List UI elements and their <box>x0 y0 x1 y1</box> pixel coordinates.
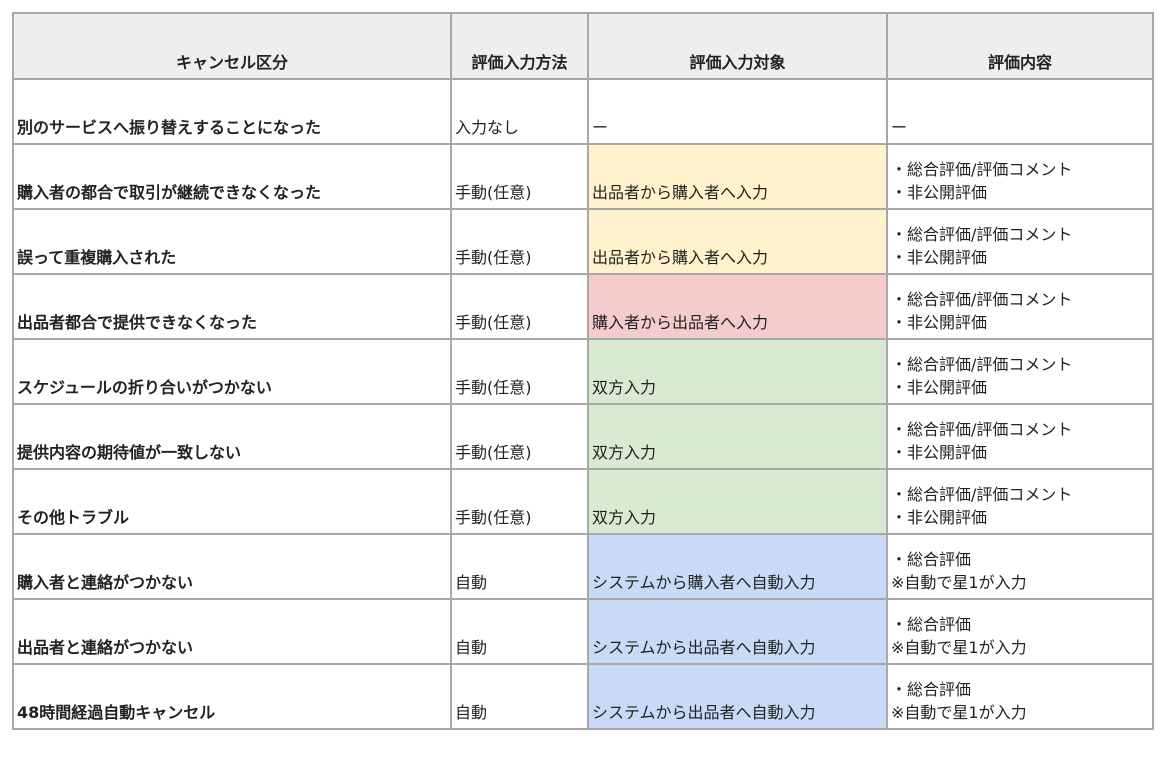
content-line: ・非公開評価 <box>891 183 988 202</box>
cell-category: 提供内容の期待値が一致しない <box>12 403 452 470</box>
cell-method: 手動(任意) <box>450 143 589 210</box>
cell-category: 別のサービスへ振り替えすることになった <box>12 78 452 145</box>
cell-target: 購入者から出品者へ入力 <box>587 273 888 340</box>
cell-method: 手動(任意) <box>450 403 589 470</box>
cell-content: ・総合評価/評価コメント ・非公開評価 <box>886 208 1154 275</box>
cell-method: 手動(任意) <box>450 468 589 535</box>
cell-method: 自動 <box>450 598 589 665</box>
cell-category: その他トラブル <box>12 468 452 535</box>
content-line: ・非公開評価 <box>891 443 988 462</box>
content-line: ・非公開評価 <box>891 508 988 527</box>
cell-category: 誤って重複購入された <box>12 208 452 275</box>
content-line: ・総合評価/評価コメント <box>891 355 1073 374</box>
cancel-evaluation-table: キャンセル区分 評価入力方法 評価入力対象 評価内容 別のサービスへ振り替えする… <box>12 12 1154 730</box>
content-line: ※自動で星1が入力 <box>891 703 1027 722</box>
cell-target: 双方入力 <box>587 403 888 470</box>
cell-content: ・総合評価 ※自動で星1が入力 <box>886 533 1154 600</box>
cell-target: 双方入力 <box>587 468 888 535</box>
cell-category: 出品者都合で提供できなくなった <box>12 273 452 340</box>
table-row: 別のサービスへ振り替えすることになった 入力なしーー <box>12 78 1154 145</box>
table-row: その他トラブル 手動(任意) 双方入力 ・総合評価/評価コメント ・非公開評価 <box>12 468 1154 535</box>
cell-content: ・総合評価 ※自動で星1が入力 <box>886 598 1154 665</box>
cell-content: ・総合評価/評価コメント ・非公開評価 <box>886 403 1154 470</box>
cell-method: 入力なし <box>450 78 589 145</box>
content-line: ※自動で星1が入力 <box>891 573 1027 592</box>
cell-target: システムから購入者へ自動入力 <box>587 533 888 600</box>
cell-method: 手動(任意) <box>450 273 589 340</box>
cell-target: システムから出品者へ自動入力 <box>587 663 888 730</box>
table-row: 出品者と連絡がつかない 自動 システムから出品者へ自動入力 ・総合評価 ※自動で星1が入… <box>12 598 1154 665</box>
header-method: 評価入力方法 <box>450 12 589 80</box>
cell-target: ー <box>587 78 888 145</box>
content-line: ・非公開評価 <box>891 378 988 397</box>
cell-target: 双方入力 <box>587 338 888 405</box>
cell-category: 購入者と連絡がつかない <box>12 533 452 600</box>
cell-target: システムから出品者へ自動入力 <box>587 598 888 665</box>
table-row: 購入者と連絡がつかない 自動 システムから購入者へ自動入力 ・総合評価 ※自動で星1が入… <box>12 533 1154 600</box>
table-row: 購入者の都合で取引が継続できなくなった 手動(任意) 出品者から購入者へ入力 ・総合評… <box>12 143 1154 210</box>
content-line: ー <box>891 118 908 137</box>
cell-content: ・総合評価 ※自動で星1が入力 <box>886 663 1154 730</box>
cell-target: 出品者から購入者へ入力 <box>587 208 888 275</box>
cell-category: 購入者の都合で取引が継続できなくなった <box>12 143 452 210</box>
content-line: ・総合評価 <box>891 550 972 569</box>
table-row: 誤って重複購入された 手動(任意) 出品者から購入者へ入力 ・総合評価/評価コメント・… <box>12 208 1154 275</box>
header-content: 評価内容 <box>886 12 1154 80</box>
table-row: 提供内容の期待値が一致しない 手動(任意) 双方入力 ・総合評価/評価コメント ・非公開… <box>12 403 1154 470</box>
table-row: 48時間経過自動キャンセル 自動 システムから出品者へ自動入力 ・総合評価 ※自動で星1… <box>12 663 1154 730</box>
cell-content: ー <box>886 78 1154 145</box>
cell-category: 出品者と連絡がつかない <box>12 598 452 665</box>
content-line: ・総合評価 <box>891 615 972 634</box>
header-category: キャンセル区分 <box>12 12 452 80</box>
table-row: スケジュールの折り合いがつかない 手動(任意) 双方入力 ・総合評価/評価コメント ・非… <box>12 338 1154 405</box>
content-line: ・総合評価/評価コメント <box>891 160 1073 179</box>
cell-category: 48時間経過自動キャンセル <box>12 663 452 730</box>
cell-method: 自動 <box>450 533 589 600</box>
content-line: ・非公開評価 <box>891 313 988 332</box>
cell-method: 手動(任意) <box>450 338 589 405</box>
content-line: ・総合評価/評価コメント <box>891 225 1073 244</box>
cell-method: 手動(任意) <box>450 208 589 275</box>
cell-target: 出品者から購入者へ入力 <box>587 143 888 210</box>
cell-content: ・総合評価/評価コメント ・非公開評価 <box>886 273 1154 340</box>
content-line: ※自動で星1が入力 <box>891 638 1027 657</box>
cell-content: ・総合評価/評価コメント ・非公開評価 <box>886 338 1154 405</box>
cell-method: 自動 <box>450 663 589 730</box>
content-line: ・非公開評価 <box>891 248 988 267</box>
content-line: ・総合評価/評価コメント <box>891 420 1073 439</box>
content-line: ・総合評価/評価コメント <box>891 485 1073 504</box>
cell-category: スケジュールの折り合いがつかない <box>12 338 452 405</box>
cell-content: ・総合評価/評価コメント ・非公開評価 <box>886 468 1154 535</box>
header-row: キャンセル区分 評価入力方法 評価入力対象 評価内容 <box>12 12 1154 80</box>
content-line: ・総合評価 <box>891 680 972 699</box>
table-row: 出品者都合で提供できなくなった 手動(任意) 購入者から出品者へ入力 ・総合評価/評価… <box>12 273 1154 340</box>
content-line: ・総合評価/評価コメント <box>891 290 1073 309</box>
cell-content: ・総合評価/評価コメント ・非公開評価 <box>886 143 1154 210</box>
header-target: 評価入力対象 <box>587 12 888 80</box>
